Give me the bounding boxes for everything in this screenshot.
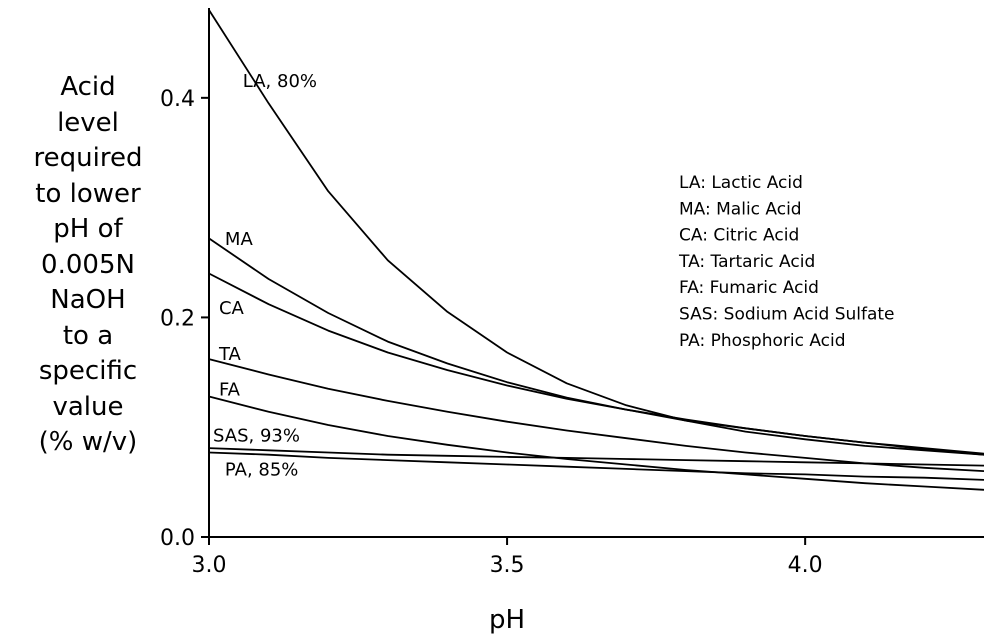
y-axis-title-line: level — [57, 107, 119, 138]
series-label: TA — [218, 344, 242, 365]
series-line — [208, 9, 984, 456]
y-axis-title-line: Acid — [60, 72, 116, 102]
y-axis-title-line: required — [33, 143, 143, 173]
series-label: LA, 80% — [243, 71, 317, 92]
series-label: MA — [225, 229, 254, 250]
y-axis-title-line: (% w/v) — [38, 427, 138, 457]
legend-entry: PA: Phosphoric Acid — [679, 331, 846, 351]
y-tick-label: 0.2 — [160, 306, 195, 331]
series-line — [208, 237, 984, 455]
series-layer — [208, 9, 984, 491]
y-tick-label: 0.4 — [160, 87, 195, 112]
y-tick-label: 0.0 — [160, 526, 195, 551]
y-axis-title-line: 0.005N — [41, 249, 135, 280]
series-label: SAS, 93% — [213, 425, 300, 446]
series-line — [208, 451, 984, 481]
legend-entry: FA: Fumaric Acid — [679, 278, 819, 298]
legend-entry: SAS: Sodium Acid Sulfate — [679, 305, 895, 325]
y-axis-title-line: to lower — [35, 178, 141, 209]
legend: LA: Lactic Acid MA: Malic Acid CA: Citric … — [678, 173, 895, 351]
series-label: CA — [219, 298, 245, 319]
x-tick-label: 4.0 — [788, 553, 823, 578]
y-axis-title-line: value — [52, 391, 124, 422]
series-label: FA — [219, 379, 241, 400]
y-axis-title-line: NaOH — [50, 285, 126, 315]
series-labels: LA, 80% MA CA TA FA SAS, 93% PA, 85% — [213, 71, 317, 481]
series-line — [208, 272, 984, 456]
legend-entry: MA: Malic Acid — [679, 199, 802, 219]
axes — [208, 8, 984, 538]
series-line — [208, 395, 984, 491]
y-axis-title-line: pH of — [53, 214, 123, 244]
y-axis-title: Acid level required to lower pH of 0.005N NaOH… — [0, 70, 176, 461]
x-axis-title: pH — [489, 605, 525, 635]
series-label: PA, 85% — [225, 460, 298, 481]
x-tick-label: 3.5 — [490, 553, 525, 578]
series-line — [208, 447, 984, 467]
ticks: 3.0 3.5 4.0 0.0 0.2 0.4 — [160, 87, 823, 578]
series-line — [208, 358, 984, 472]
x-tick-label: 3.0 — [192, 553, 227, 578]
y-axis-title-line: specific — [38, 356, 138, 386]
y-axis-title-line: to a — [62, 320, 114, 351]
legend-entry: TA: Tartaric Acid — [678, 252, 815, 272]
legend-entry: LA: Lactic Acid — [679, 173, 803, 193]
legend-entry: CA: Citric Acid — [679, 226, 799, 246]
